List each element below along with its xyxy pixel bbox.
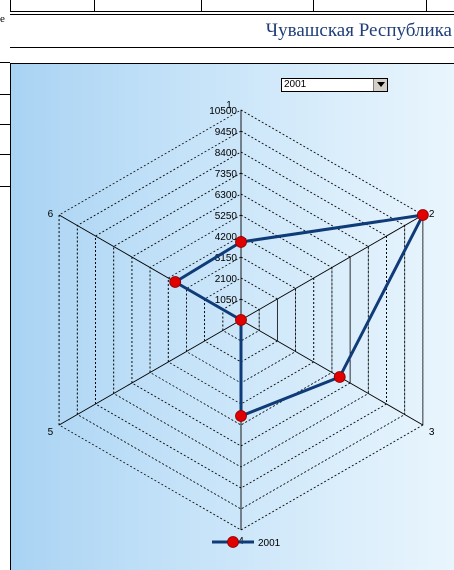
year-select[interactable]: 2001: [281, 78, 388, 92]
data-point: [333, 371, 346, 383]
chart-area: [10, 64, 454, 570]
year-select-value: 2001: [284, 79, 307, 90]
radial-tick-label: 6300: [215, 190, 238, 201]
axis-line: [240, 214, 424, 321]
row-divider: [0, 62, 10, 63]
header-cell: [94, 0, 202, 12]
data-point: [235, 236, 247, 248]
data-point: [235, 410, 247, 422]
radial-tick-label: 10500: [209, 106, 237, 117]
data-point: [416, 209, 429, 221]
legend-label: 2001: [258, 538, 281, 549]
data-point: [235, 314, 247, 326]
axis-line: [240, 319, 424, 426]
series-line: [173, 213, 425, 418]
header-cell: [10, 0, 95, 12]
row-divider: [0, 124, 10, 125]
sub-bar: [10, 48, 454, 64]
region-title: Чувашская Республика: [265, 20, 452, 41]
axis-line: [58, 319, 242, 426]
left-column: [0, 14, 10, 570]
header-cell: [313, 0, 427, 12]
chevron-down-icon: [377, 82, 385, 87]
row-divider: [0, 154, 10, 155]
radial-tick-label: 7350: [215, 169, 238, 180]
header-cell: [201, 0, 314, 12]
radial-tick-label: 3150: [215, 253, 238, 264]
title-bar: Чувашская Республика: [10, 14, 454, 48]
top-strip: [0, 0, 454, 14]
legend-marker: [227, 536, 239, 548]
header-cell: [426, 0, 454, 12]
radial-tick-label: 2100: [215, 274, 238, 285]
data-point: [169, 276, 182, 288]
category-label: 1: [226, 100, 232, 111]
radial-tick-label: 1050: [215, 295, 238, 306]
category-label: 3: [429, 427, 435, 438]
radial-tick-label: 9450: [215, 127, 238, 138]
dropdown-button[interactable]: [373, 79, 387, 91]
category-label: 6: [48, 209, 54, 220]
radial-tick-label: 8400: [215, 148, 238, 159]
row-divider: [0, 94, 10, 95]
row-divider: [0, 186, 10, 187]
radial-tick-label: 5250: [215, 211, 238, 222]
category-label: 2: [429, 209, 435, 220]
cut-off-text: e: [0, 13, 5, 25]
category-label: 5: [48, 427, 54, 438]
radial-tick-label: 4200: [215, 232, 238, 243]
